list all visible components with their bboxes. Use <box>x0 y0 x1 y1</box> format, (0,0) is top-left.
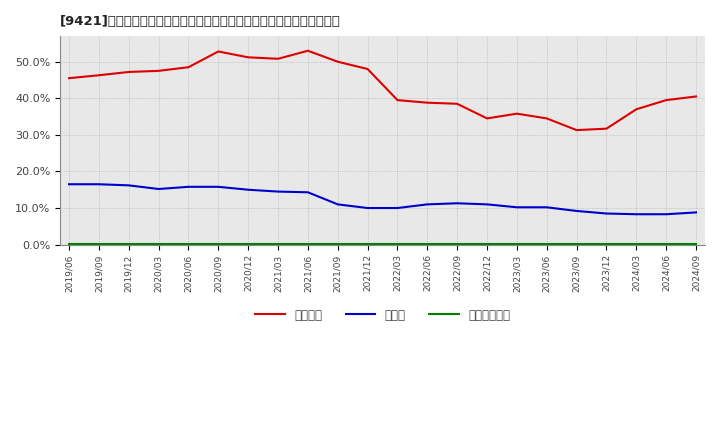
繰延税金資産 <box>423 241 432 246</box>
繰延税金資産 <box>214 241 222 246</box>
自己資本 <box>662 98 670 103</box>
自己資本 <box>632 106 641 112</box>
のれん <box>333 202 342 207</box>
繰延税金資産 <box>65 241 73 246</box>
のれん <box>125 183 133 188</box>
繰延税金資産 <box>453 241 462 246</box>
のれん <box>423 202 432 207</box>
自己資本 <box>453 101 462 106</box>
繰延税金資産 <box>692 241 701 246</box>
繰延税金資産 <box>482 241 491 246</box>
のれん <box>482 202 491 207</box>
繰延税金資産 <box>333 241 342 246</box>
繰延税金資産 <box>244 241 253 246</box>
繰延税金資産 <box>274 241 282 246</box>
自己資本 <box>333 59 342 64</box>
Line: 自己資本: 自己資本 <box>69 51 696 130</box>
自己資本 <box>94 73 103 78</box>
のれん <box>513 205 521 210</box>
自己資本 <box>423 100 432 105</box>
自己資本 <box>364 66 372 72</box>
のれん <box>572 208 581 213</box>
のれん <box>304 190 312 195</box>
自己資本 <box>125 70 133 75</box>
のれん <box>65 182 73 187</box>
繰延税金資産 <box>364 241 372 246</box>
自己資本 <box>184 65 193 70</box>
自己資本 <box>393 98 402 103</box>
繰延税金資産 <box>154 241 163 246</box>
のれん <box>632 212 641 217</box>
のれん <box>662 212 670 217</box>
自己資本 <box>244 55 253 60</box>
繰延税金資産 <box>513 241 521 246</box>
のれん <box>244 187 253 192</box>
のれん <box>184 184 193 190</box>
自己資本 <box>304 48 312 53</box>
自己資本 <box>572 128 581 133</box>
のれん <box>364 205 372 211</box>
繰延税金資産 <box>184 241 193 246</box>
自己資本 <box>214 49 222 54</box>
のれん <box>274 189 282 194</box>
のれん <box>393 205 402 211</box>
のれん <box>453 201 462 206</box>
自己資本 <box>542 116 551 121</box>
のれん <box>214 184 222 190</box>
繰延税金資産 <box>572 241 581 246</box>
自己資本 <box>692 94 701 99</box>
Text: [9421]　自己資本、のれん、繰延税金資産の総資産に対する比率の推移: [9421] 自己資本、のれん、繰延税金資産の総資産に対する比率の推移 <box>60 15 341 28</box>
Line: のれん: のれん <box>69 184 696 214</box>
繰延税金資産 <box>393 241 402 246</box>
のれん <box>154 187 163 192</box>
のれん <box>692 210 701 215</box>
のれん <box>602 211 611 216</box>
繰延税金資産 <box>542 241 551 246</box>
自己資本 <box>154 68 163 73</box>
Legend: 自己資本, のれん, 繰延税金資産: 自己資本, のれん, 繰延税金資産 <box>251 304 515 326</box>
繰延税金資産 <box>304 241 312 246</box>
自己資本 <box>65 76 73 81</box>
繰延税金資産 <box>125 241 133 246</box>
自己資本 <box>482 116 491 121</box>
のれん <box>94 182 103 187</box>
繰延税金資産 <box>94 241 103 246</box>
繰延税金資産 <box>662 241 670 246</box>
のれん <box>542 205 551 210</box>
自己資本 <box>274 56 282 62</box>
自己資本 <box>513 111 521 116</box>
自己資本 <box>602 126 611 131</box>
繰延税金資産 <box>602 241 611 246</box>
繰延税金資産 <box>632 241 641 246</box>
